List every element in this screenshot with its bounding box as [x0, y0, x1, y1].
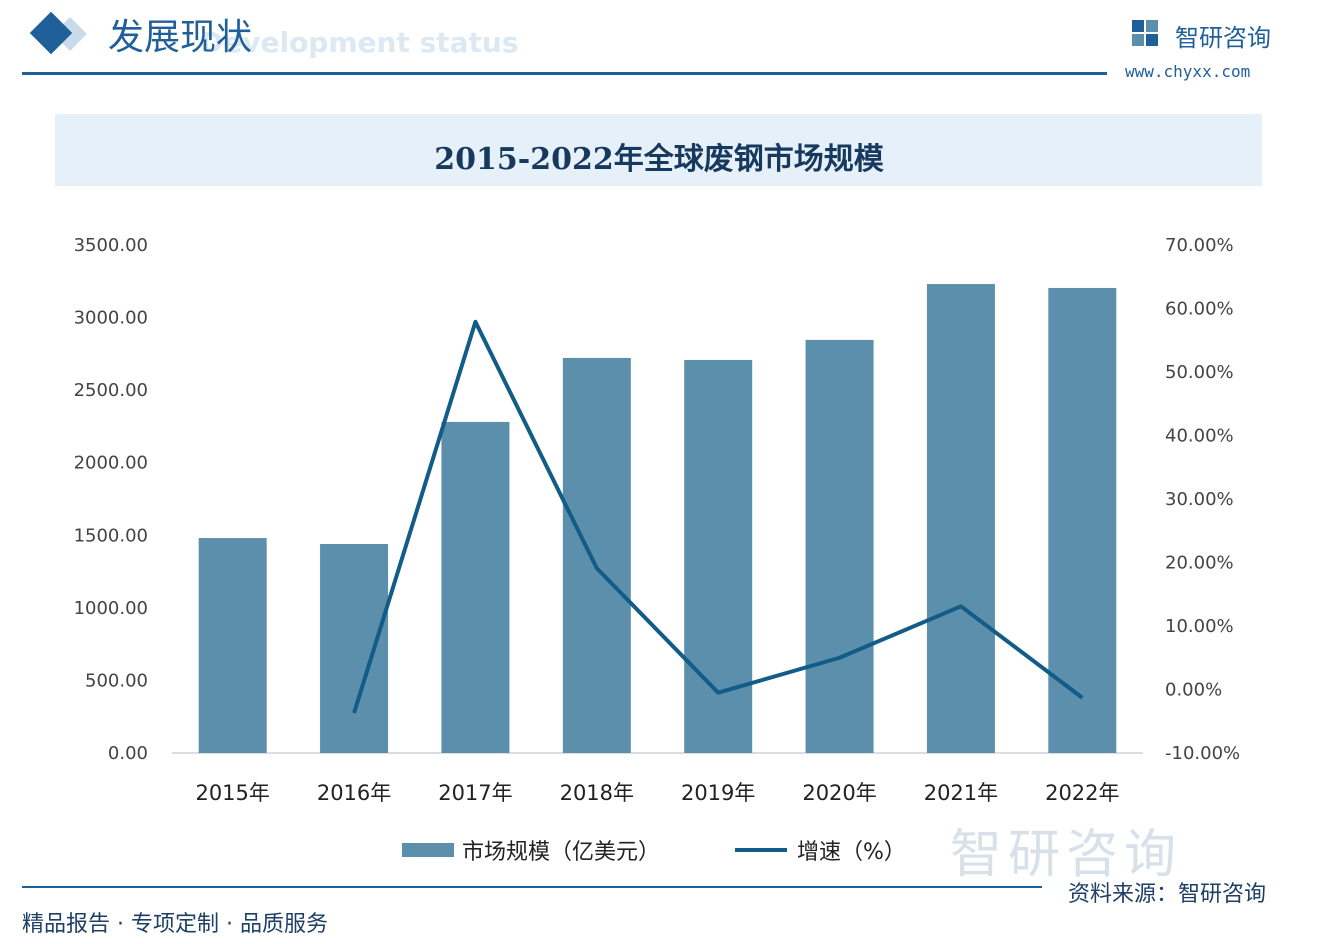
right-axis-tick: 0.00%	[1165, 680, 1222, 701]
logo-url: www.chyxx.com	[1125, 62, 1251, 81]
bar	[926, 284, 995, 753]
left-axis-tick: 2000.00	[74, 453, 148, 474]
left-axis-tick: 0.00	[108, 743, 148, 764]
right-axis-tick: 40.00%	[1165, 426, 1234, 447]
category-label: 2015年	[195, 781, 269, 805]
category-label: 2016年	[317, 781, 391, 805]
right-axis-tick: 20.00%	[1165, 553, 1234, 574]
category-label: 2020年	[802, 781, 876, 805]
legend-bar-swatch	[402, 843, 454, 857]
footer-tagline: 精品报告 · 专项定制 · 品质服务	[22, 912, 328, 937]
logo-name: 智研咨询	[1175, 24, 1271, 52]
category-label: 2017年	[438, 781, 512, 805]
right-axis-tick: -10.00%	[1165, 743, 1240, 764]
left-axis-tick: 1000.00	[74, 598, 148, 619]
section-subtitle: Development status	[200, 26, 519, 59]
bar	[805, 339, 874, 753]
right-axis-tick: 10.00%	[1165, 616, 1234, 637]
left-axis-tick: 3000.00	[74, 308, 148, 329]
right-axis-tick: 60.00%	[1165, 299, 1234, 320]
bar	[441, 421, 510, 753]
category-label: 2021年	[924, 781, 998, 805]
bar	[198, 538, 267, 753]
top-divider	[22, 72, 1107, 75]
category-label: 2022年	[1045, 781, 1119, 805]
bar	[1048, 287, 1117, 753]
watermark: 智研咨询	[950, 825, 1183, 885]
left-axis-tick: 2500.00	[74, 380, 148, 401]
category-label: 2019年	[681, 781, 755, 805]
right-axis-tick: 70.00%	[1165, 235, 1234, 256]
category-label: 2018年	[560, 781, 634, 805]
logo-icon	[1132, 20, 1158, 46]
legend-bar-label: 市场规模（亿美元）	[462, 840, 661, 865]
right-axis-tick: 50.00%	[1165, 362, 1234, 383]
left-axis-tick: 500.00	[85, 670, 148, 691]
left-axis-tick: 3500.00	[74, 235, 148, 256]
footer-source: 资料来源：智研咨询	[1068, 882, 1267, 907]
bar	[320, 543, 389, 753]
left-axis-tick: 1500.00	[74, 525, 148, 546]
bar	[562, 357, 631, 753]
legend-line-swatch	[735, 848, 787, 852]
section-title: 发展现状	[108, 17, 253, 58]
chart-title: 2015-2022年全球废钢市场规模	[434, 142, 884, 177]
bottom-divider	[22, 886, 1042, 888]
right-axis-tick: 30.00%	[1165, 489, 1234, 510]
legend-line-label: 增速（%）	[797, 840, 906, 865]
title-band	[55, 114, 1262, 186]
